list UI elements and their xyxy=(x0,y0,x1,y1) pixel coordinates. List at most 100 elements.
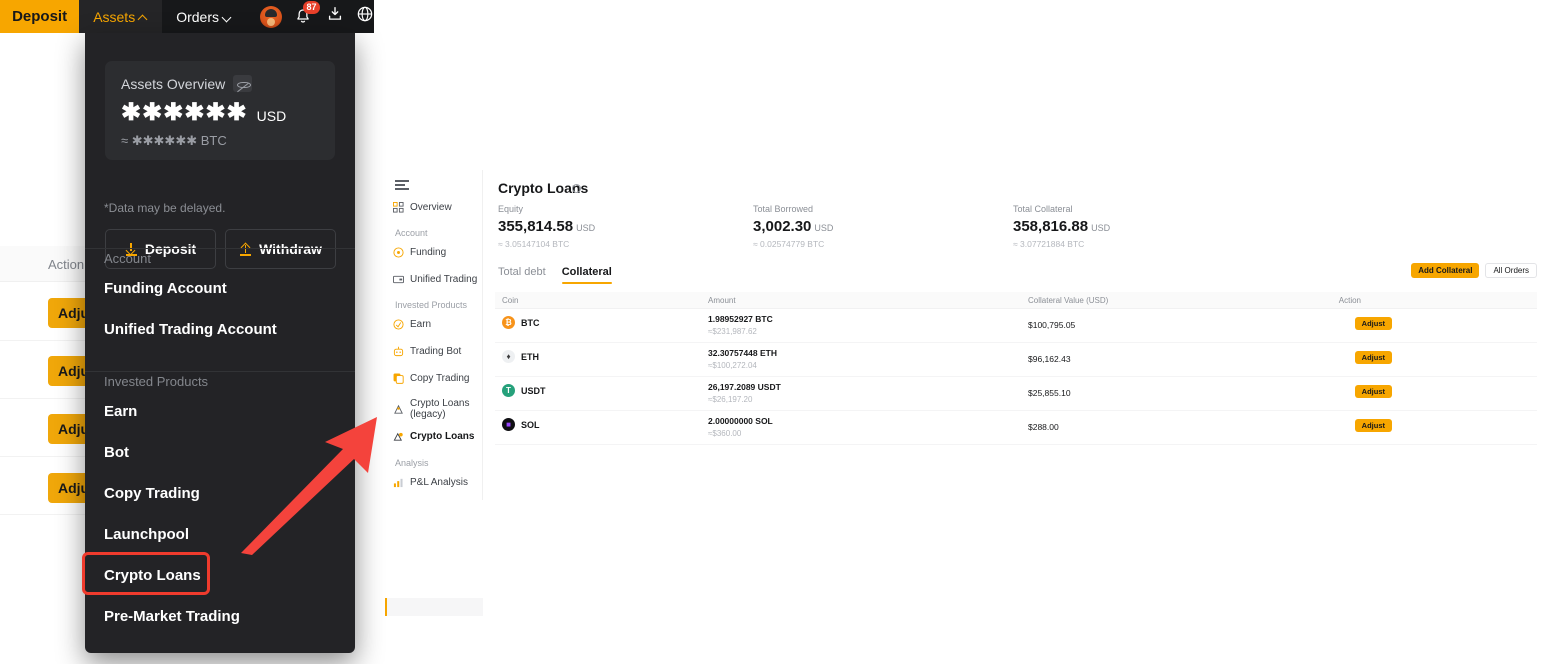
dropdown-item-funding-account[interactable]: Funding Account xyxy=(104,280,227,297)
sidebar-group-analysis: Analysis xyxy=(395,458,429,468)
dropdown-withdraw-label: Withdraw xyxy=(259,241,322,257)
assets-hidden-amount: ✱✱✱✱✱✱ xyxy=(121,99,248,126)
coin-cell: T USDT xyxy=(502,384,546,397)
dropdown-withdraw-button[interactable]: Withdraw xyxy=(225,229,336,269)
collateral-table: Coin Amount Collateral Value (USD) Actio… xyxy=(495,292,1537,445)
collapse-sidebar-icon[interactable] xyxy=(395,180,409,191)
chevron-up-icon xyxy=(137,12,148,25)
add-collateral-button[interactable]: Add Collateral xyxy=(1411,263,1480,278)
sidebar-earn-label: Earn xyxy=(410,319,432,330)
nav-deposit-button[interactable]: Deposit xyxy=(0,0,80,33)
stat-equity-value: 355,814.58 xyxy=(498,218,574,235)
coin-cell: ♦ ETH xyxy=(502,350,539,363)
dropdown-item-crypto-loans[interactable]: Crypto Loans xyxy=(104,567,201,584)
amount-value: 2.00000000 SOL xyxy=(708,416,773,426)
amount-usd: ≈$26,197.20 xyxy=(708,395,753,404)
dropdown-item-unified-trading-account[interactable]: Unified Trading Account xyxy=(104,321,277,338)
sidebar-crypto-loans-legacy-label: Crypto Loans (legacy) xyxy=(410,398,470,420)
table-header-amount: Amount xyxy=(708,296,736,305)
background-row-divider xyxy=(0,340,100,341)
avatar[interactable] xyxy=(260,5,282,28)
action-cell: Adjust xyxy=(1354,317,1392,330)
dropdown-item-earn[interactable]: Earn xyxy=(104,403,138,420)
adjust-button[interactable]: Adjust xyxy=(1354,317,1392,330)
wallet-icon xyxy=(393,274,404,285)
stat-total-borrowed-label: Total Borrowed xyxy=(753,204,814,214)
tab-total-debt[interactable]: Total debt xyxy=(498,266,546,278)
loan-icon xyxy=(393,431,404,442)
nav-assets-menu[interactable]: Assets xyxy=(79,0,163,33)
collateral-value: $96,162.43 xyxy=(1028,354,1071,364)
tab-collateral[interactable]: Collateral xyxy=(561,266,612,284)
all-orders-button[interactable]: All Orders xyxy=(1485,263,1537,278)
background-action-label: Action xyxy=(48,257,85,272)
dropdown-group-account: Account xyxy=(104,251,151,266)
dropdown-item-bot[interactable]: Bot xyxy=(104,444,129,461)
assets-dropdown-panel: Assets Overview ✱✱✱✱✱✱ USD ≈ ✱✱✱✱✱✱ BTC … xyxy=(85,33,355,653)
nav-orders-label: Orders xyxy=(176,8,219,25)
adjust-button[interactable]: Adjust xyxy=(1354,351,1392,364)
sidebar-item-trading-bot[interactable]: Trading Bot xyxy=(393,346,481,357)
adjust-button[interactable]: Adjust xyxy=(1354,419,1392,432)
robot-icon xyxy=(393,346,404,357)
table-header-coin: Coin xyxy=(502,296,519,305)
data-delay-note: *Data may be delayed. xyxy=(104,201,226,215)
sidebar-item-crypto-loans[interactable]: Crypto Loans xyxy=(393,431,481,442)
app-sidebar: Overview Account Funding Unified Trading… xyxy=(385,170,483,616)
bar-chart-icon xyxy=(393,477,404,488)
grid-icon xyxy=(393,202,404,213)
stat-equity-currency: USD xyxy=(576,223,596,233)
sidebar-item-earn[interactable]: Earn xyxy=(393,319,481,330)
red-arrow-annotation xyxy=(241,417,377,555)
sidebar-item-crypto-loans-legacy[interactable]: Crypto Loans (legacy) xyxy=(393,398,481,420)
assets-currency: USD xyxy=(256,108,287,124)
stat-total-collateral-currency: USD xyxy=(1091,223,1111,233)
sol-coin-icon: ■ xyxy=(502,418,515,431)
stat-total-collateral-value: 358,816.88 xyxy=(1013,218,1089,235)
dropdown-item-launchpool[interactable]: Launchpool xyxy=(104,526,189,543)
info-icon[interactable] xyxy=(572,184,581,193)
amount-cell: 32.30757448 ETH ≈$100,272.04 xyxy=(708,348,777,370)
earn-icon xyxy=(393,319,404,330)
tab-bar: Total debt Collateral xyxy=(498,266,612,284)
stat-total-collateral-btc: ≈ 3.07721884 BTC xyxy=(1013,239,1085,249)
nav-orders-menu[interactable]: Orders xyxy=(162,0,246,33)
amount-cell: 2.00000000 SOL ≈$360.00 xyxy=(708,416,773,438)
adjust-button[interactable]: Adjust xyxy=(1354,385,1392,398)
table-row: ■ SOL 2.00000000 SOL ≈$360.00 $288.00 Ad… xyxy=(495,411,1537,445)
sidebar-item-funding[interactable]: Funding xyxy=(393,247,481,258)
notifications-button[interactable]: 87 xyxy=(294,0,320,28)
download-icon[interactable] xyxy=(326,5,344,28)
globe-icon[interactable] xyxy=(356,5,374,28)
dropdown-item-copy-trading[interactable]: Copy Trading xyxy=(104,485,200,502)
sidebar-item-unified-trading[interactable]: Unified Trading xyxy=(393,274,481,285)
sidebar-funding-label: Funding xyxy=(410,247,447,258)
stat-total-borrowed-btc: ≈ 0.02574779 BTC xyxy=(753,239,825,249)
dropdown-divider xyxy=(85,371,355,372)
eye-off-icon[interactable] xyxy=(233,75,253,92)
stat-equity-label: Equity xyxy=(498,204,524,214)
usdt-coin-icon: T xyxy=(502,384,515,397)
coin-cell: ₿ BTC xyxy=(502,316,540,329)
stat-total-collateral: Total Collateral 358,816.88 USD ≈ 3.07721… xyxy=(1013,204,1110,249)
dropdown-deposit-button[interactable]: Deposit xyxy=(105,229,216,269)
dropdown-deposit-label: Deposit xyxy=(144,241,197,257)
sidebar-unified-trading-label: Unified Trading xyxy=(410,274,478,285)
withdraw-arrow-icon xyxy=(239,242,252,256)
loan-legacy-icon xyxy=(393,404,404,415)
nav-assets-label: Assets xyxy=(93,8,136,25)
sidebar-item-overview[interactable]: Overview xyxy=(393,202,481,213)
coin-name: USDT xyxy=(521,385,546,396)
dropdown-action-buttons: Deposit Withdraw xyxy=(105,229,336,269)
dropdown-group-invested: Invested Products xyxy=(104,374,209,389)
sidebar-item-pl-analysis[interactable]: P&L Analysis xyxy=(393,477,481,488)
dropdown-item-pre-market-trading[interactable]: Pre-Market Trading xyxy=(104,608,240,625)
sidebar-item-copy-trading[interactable]: Copy Trading xyxy=(393,373,481,384)
page-title: Crypto Loans xyxy=(498,180,589,196)
table-actions: Add Collateral All Orders xyxy=(1411,263,1537,278)
stat-total-collateral-label: Total Collateral xyxy=(1013,204,1073,214)
chevron-down-icon xyxy=(221,12,232,23)
assets-overview-card: Assets Overview ✱✱✱✱✱✱ USD ≈ ✱✱✱✱✱✱ BTC xyxy=(105,61,335,160)
background-row-divider xyxy=(0,514,100,515)
